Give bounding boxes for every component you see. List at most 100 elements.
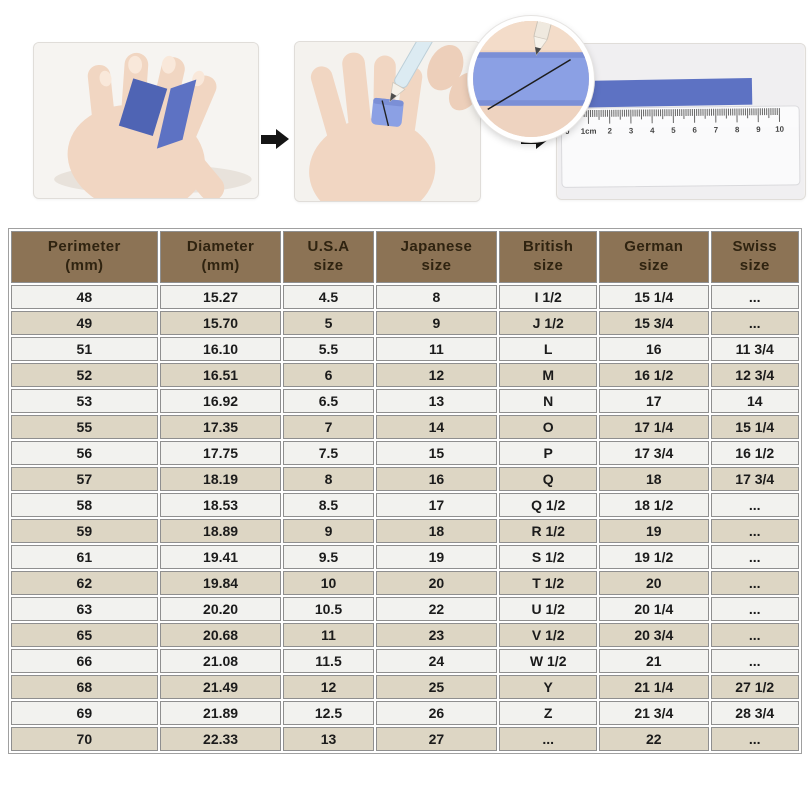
table-cell: 20.68 [159, 622, 282, 647]
table-cell: P [499, 440, 598, 465]
table-cell: 56 [11, 440, 158, 465]
table-row: 53 16.92 6.5 13 N 17 14 [11, 388, 799, 413]
ruler-label: 10 [775, 125, 784, 134]
pen-mark-line [487, 59, 571, 111]
table-row: 70 22.33 13 27... 22... [11, 726, 799, 751]
table-cell: 20 [375, 570, 498, 595]
table-row: 49 15.70 5 9 J 1/2 15 3/4... [11, 310, 799, 335]
table-cell: 61 [11, 544, 158, 569]
table-cell: 63 [11, 596, 158, 621]
table-cell: 48 [11, 284, 158, 309]
table-cell: 7 [283, 414, 374, 439]
table-cell: 21.08 [159, 648, 282, 673]
column-header-perimeter-mm: Perimeter (mm) [11, 231, 158, 283]
table-cell: 15.27 [159, 284, 282, 309]
table-cell: 57 [11, 466, 158, 491]
table-cell: 16 [375, 466, 498, 491]
table-cell: Y [499, 674, 598, 699]
table-cell: 14 [375, 414, 498, 439]
column-header-usa-size: U.S.A size [283, 231, 374, 283]
table-cell: 26 [375, 700, 498, 725]
table-cell: 66 [11, 648, 158, 673]
table-cell: 62 [11, 570, 158, 595]
table-cell: 21.49 [159, 674, 282, 699]
table-cell: 12 3/4 [710, 362, 799, 387]
table-cell: 8 [283, 466, 374, 491]
paper-band [371, 97, 404, 127]
table-cell: 15.70 [159, 310, 282, 335]
table-cell: N [499, 388, 598, 413]
column-header-british-size: British size [499, 231, 598, 283]
table-cell: 24 [375, 648, 498, 673]
table-cell: 16.51 [159, 362, 282, 387]
table-cell: 5.5 [283, 336, 374, 361]
column-header-german-size: German size [599, 231, 709, 283]
hand-with-strips-illustration [34, 43, 258, 198]
table-header-row: Perimeter (mm) Diameter (mm) U.S.A size … [11, 231, 799, 283]
table-cell: 16.10 [159, 336, 282, 361]
table-cell: V 1/2 [499, 622, 598, 647]
table-cell: 25 [375, 674, 498, 699]
table-cell: 20 1/4 [599, 596, 709, 621]
table-cell: 15 1/4 [599, 284, 709, 309]
table-cell: 21.89 [159, 700, 282, 725]
table-cell: 17 3/4 [599, 440, 709, 465]
table-cell: 9 [375, 310, 498, 335]
table-cell: 15 3/4 [599, 310, 709, 335]
photo-step2-wrap-and-mark [294, 41, 481, 202]
table-row: 56 17.75 7.5 15 P 17 3/4 16 1/2 [11, 440, 799, 465]
table-row: 55 17.35 7 14 O 17 1/4 15 1/4 [11, 414, 799, 439]
paper-strip-rectangle [118, 78, 168, 136]
ruler-label: 0 [565, 127, 570, 136]
table-row: 69 21.89 12.5 26 Z 21 3/4 28 3/4 [11, 700, 799, 725]
column-header-diameter-mm: Diameter (mm) [159, 231, 282, 283]
fingernails [99, 55, 205, 87]
table-cell: 20.20 [159, 596, 282, 621]
photo-step1-paper-strips [33, 42, 259, 199]
table-cell: 20 [599, 570, 709, 595]
ruler-label: 2 [608, 127, 613, 136]
table-cell: T 1/2 [499, 570, 598, 595]
ruler-label: 5 [671, 126, 676, 135]
table-cell: ... [710, 310, 799, 335]
table-cell: 17 [375, 492, 498, 517]
size-conversion-table-wrap: Perimeter (mm) Diameter (mm) U.S.A size … [8, 228, 802, 754]
table-cell: I 1/2 [499, 284, 598, 309]
table-cell: W 1/2 [499, 648, 598, 673]
table-cell: 6.5 [283, 388, 374, 413]
table-cell: 12 [375, 362, 498, 387]
table-cell: 8 [375, 284, 498, 309]
table-cell: M [499, 362, 598, 387]
table-cell: 69 [11, 700, 158, 725]
table-cell: 18.89 [159, 518, 282, 543]
table-cell: ... [499, 726, 598, 751]
table-cell: 15 [375, 440, 498, 465]
closeup-circle-inset [468, 16, 594, 142]
ruler-label: 8 [735, 125, 740, 134]
table-cell: U 1/2 [499, 596, 598, 621]
table-cell: 12 [283, 674, 374, 699]
marker-pen-tip [533, 21, 558, 56]
table-row: 52 16.51 6 12 M 16 1/2 12 3/4 [11, 362, 799, 387]
photo-step3-measure-ruler: 0 1cm 2 3 4 5 6 7 8 9 10 [556, 43, 806, 200]
table-cell: O [499, 414, 598, 439]
band-closeup-illustration [473, 21, 589, 137]
table-cell: 16 1/2 [710, 440, 799, 465]
table-cell: 10 [283, 570, 374, 595]
table-cell: 55 [11, 414, 158, 439]
table-cell: 16 1/2 [599, 362, 709, 387]
table-cell: 22.33 [159, 726, 282, 751]
table-cell: 11 3/4 [710, 336, 799, 361]
table-cell: 10.5 [283, 596, 374, 621]
table-cell: 65 [11, 622, 158, 647]
table-cell: 18 1/2 [599, 492, 709, 517]
ring-size-table: Perimeter (mm) Diameter (mm) U.S.A size … [9, 229, 801, 753]
table-cell: 11 [375, 336, 498, 361]
table-cell: 27 1/2 [710, 674, 799, 699]
ruler-label: 1cm [581, 127, 597, 136]
ruler-labels: 0 1cm 2 3 4 5 6 7 8 9 10 [565, 125, 785, 136]
table-cell: S 1/2 [499, 544, 598, 569]
table-cell: 13 [375, 388, 498, 413]
table-cell: 19 [599, 518, 709, 543]
